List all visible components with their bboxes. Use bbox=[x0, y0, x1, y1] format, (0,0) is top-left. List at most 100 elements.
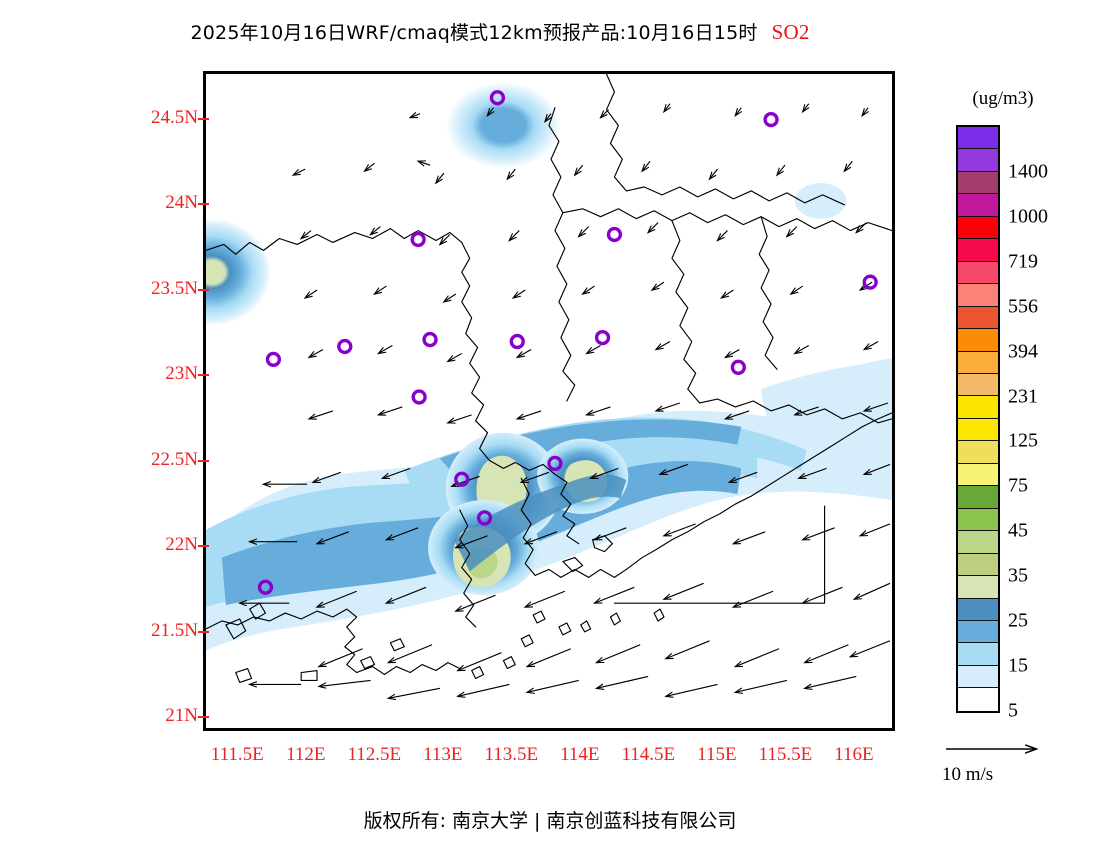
title-main-text: 2025年10月16日WRF/cmaq模式12km预报产品:10月16日15时 bbox=[190, 22, 758, 44]
city-marker[interactable] bbox=[476, 510, 493, 526]
administrative-boundaries bbox=[206, 74, 892, 683]
colorbar-segment bbox=[958, 216, 998, 240]
colorbar-segment bbox=[958, 553, 998, 577]
colorbar-tick-label: 394 bbox=[1008, 340, 1038, 363]
plume-northeast-small bbox=[794, 183, 847, 219]
footer-company-text: 南京创蓝科技有限公司 bbox=[546, 810, 737, 832]
map-canvas bbox=[206, 74, 892, 728]
colorbar-segment bbox=[958, 284, 998, 307]
city-marker[interactable] bbox=[265, 351, 282, 368]
colorbar-segment bbox=[958, 306, 998, 330]
colorbar: (ug/m3) 1400 1000 719 556 394 231 125 75 45 35 25 1… bbox=[938, 88, 1098, 748]
y-axis-tick-mark bbox=[198, 288, 209, 291]
plume-northwest-edge bbox=[206, 218, 272, 326]
colorbar-segment bbox=[958, 688, 998, 711]
y-axis-tick-mark bbox=[198, 117, 209, 120]
colorbar-segment bbox=[958, 351, 998, 374]
colorbar-tick-label: 35 bbox=[1008, 564, 1028, 587]
colorbar-segment bbox=[958, 373, 998, 397]
y-axis-tick-label: 23.5N bbox=[151, 277, 198, 299]
plume-east-coastal-inner bbox=[840, 358, 892, 411]
city-marker[interactable] bbox=[454, 471, 470, 487]
y-axis-tick-mark bbox=[198, 545, 209, 548]
colorbar-segment bbox=[958, 396, 998, 419]
colorbar-tick-label: 556 bbox=[1008, 295, 1038, 318]
wind-vector-field bbox=[240, 103, 891, 699]
city-marker[interactable] bbox=[547, 455, 563, 472]
colorbar-segment bbox=[958, 261, 998, 285]
x-axis-tick-label: 114E bbox=[560, 744, 600, 765]
x-axis-tick-label: 111.5E bbox=[210, 744, 264, 765]
colorbar-segment bbox=[958, 127, 998, 150]
colorbar-segment bbox=[958, 149, 998, 172]
x-axis-tick-label: 115.5E bbox=[758, 744, 813, 765]
colorbar-tick-label: 1000 bbox=[1008, 205, 1048, 228]
colorbar-segment bbox=[958, 531, 998, 554]
city-markers bbox=[257, 90, 878, 595]
x-axis-tick-label: 113E bbox=[423, 744, 463, 765]
colorbar-segment bbox=[958, 576, 998, 599]
concentration-field bbox=[206, 81, 892, 651]
y-axis-tick-mark bbox=[198, 630, 209, 633]
colorbar-segment bbox=[958, 598, 998, 621]
city-marker[interactable] bbox=[489, 90, 506, 106]
city-marker[interactable] bbox=[337, 338, 353, 355]
city-marker[interactable] bbox=[594, 329, 611, 346]
footer-copyright: 版权所有: 南京大学 | 南京创蓝科技有限公司 bbox=[0, 806, 1100, 833]
plume-upper-arc-inner bbox=[439, 419, 742, 475]
y-axis-tick-label: 23N bbox=[165, 363, 198, 385]
x-axis: 111.5E 112E 112.5E 113E 113.5E 114E 114.5E 115E… bbox=[0, 744, 1100, 774]
y-axis-tick-mark bbox=[198, 459, 209, 462]
x-axis-tick-label: 116E bbox=[834, 744, 874, 765]
colorbar-tick-label: 719 bbox=[1008, 250, 1038, 273]
city-marker[interactable] bbox=[410, 231, 426, 248]
x-axis-tick-label: 115E bbox=[697, 744, 737, 765]
y-axis: 24.5N 24N 23.5N 23N 22.5N 22N 21.5N 21N bbox=[106, 0, 209, 850]
y-axis-tick-mark bbox=[198, 374, 209, 377]
x-axis-tick-label: 112E bbox=[286, 744, 326, 765]
colorbar-tick-label: 25 bbox=[1008, 609, 1028, 632]
map-plot-area[interactable] bbox=[203, 71, 895, 731]
wind-scale-key: 10 m/s bbox=[938, 738, 1088, 794]
colorbar-units-label: (ug/m3) bbox=[972, 88, 1034, 109]
city-marker[interactable] bbox=[730, 359, 746, 375]
colorbar-segment bbox=[958, 463, 998, 487]
colorbar-segment bbox=[958, 239, 998, 262]
colorbar-segment bbox=[958, 329, 998, 352]
wind-key-arrow-icon bbox=[946, 738, 1054, 764]
colorbar-tick-label: 1400 bbox=[1008, 160, 1048, 183]
colorbar-segment bbox=[958, 194, 998, 217]
y-axis-tick-label: 21N bbox=[165, 705, 198, 727]
y-axis-tick-label: 22.5N bbox=[151, 448, 198, 470]
y-axis-tick-label: 21.5N bbox=[151, 619, 198, 641]
footer-separator: | bbox=[534, 810, 541, 832]
y-axis-tick-mark bbox=[198, 716, 209, 719]
city-marker[interactable] bbox=[862, 274, 878, 290]
colorbar-segment bbox=[958, 508, 998, 532]
colorbar-swatches[interactable] bbox=[956, 125, 1000, 713]
plume-core-ribbon bbox=[453, 474, 627, 572]
colorbar-tick-label: 125 bbox=[1008, 429, 1038, 452]
city-marker[interactable] bbox=[509, 333, 525, 350]
y-axis-tick-label: 24.5N bbox=[151, 106, 198, 128]
colorbar-segment bbox=[958, 171, 998, 195]
y-axis-tick-label: 24N bbox=[165, 192, 198, 214]
colorbar-segment bbox=[958, 643, 998, 666]
page-title: 2025年10月16日WRF/cmaq模式12km预报产品:10月16日15时 S… bbox=[0, 18, 1000, 45]
colorbar-segment bbox=[958, 665, 998, 689]
colorbar-segment bbox=[958, 418, 998, 442]
city-marker[interactable] bbox=[422, 331, 438, 348]
colorbar-tick-label: 15 bbox=[1008, 654, 1028, 677]
city-marker[interactable] bbox=[763, 111, 779, 128]
colorbar-segment bbox=[958, 486, 998, 509]
footer-copyright-text: 版权所有: 南京大学 bbox=[363, 810, 529, 832]
city-marker[interactable] bbox=[411, 389, 427, 405]
wind-key-label: 10 m/s bbox=[942, 764, 994, 785]
colorbar-segment bbox=[958, 441, 998, 464]
colorbar-tick-label: 5 bbox=[1008, 699, 1018, 722]
colorbar-tick-label: 75 bbox=[1008, 474, 1028, 497]
colorbar-tick-label: 231 bbox=[1008, 385, 1038, 408]
city-marker[interactable] bbox=[606, 226, 623, 243]
city-marker[interactable] bbox=[257, 579, 274, 595]
x-axis-tick-label: 113.5E bbox=[484, 744, 539, 765]
